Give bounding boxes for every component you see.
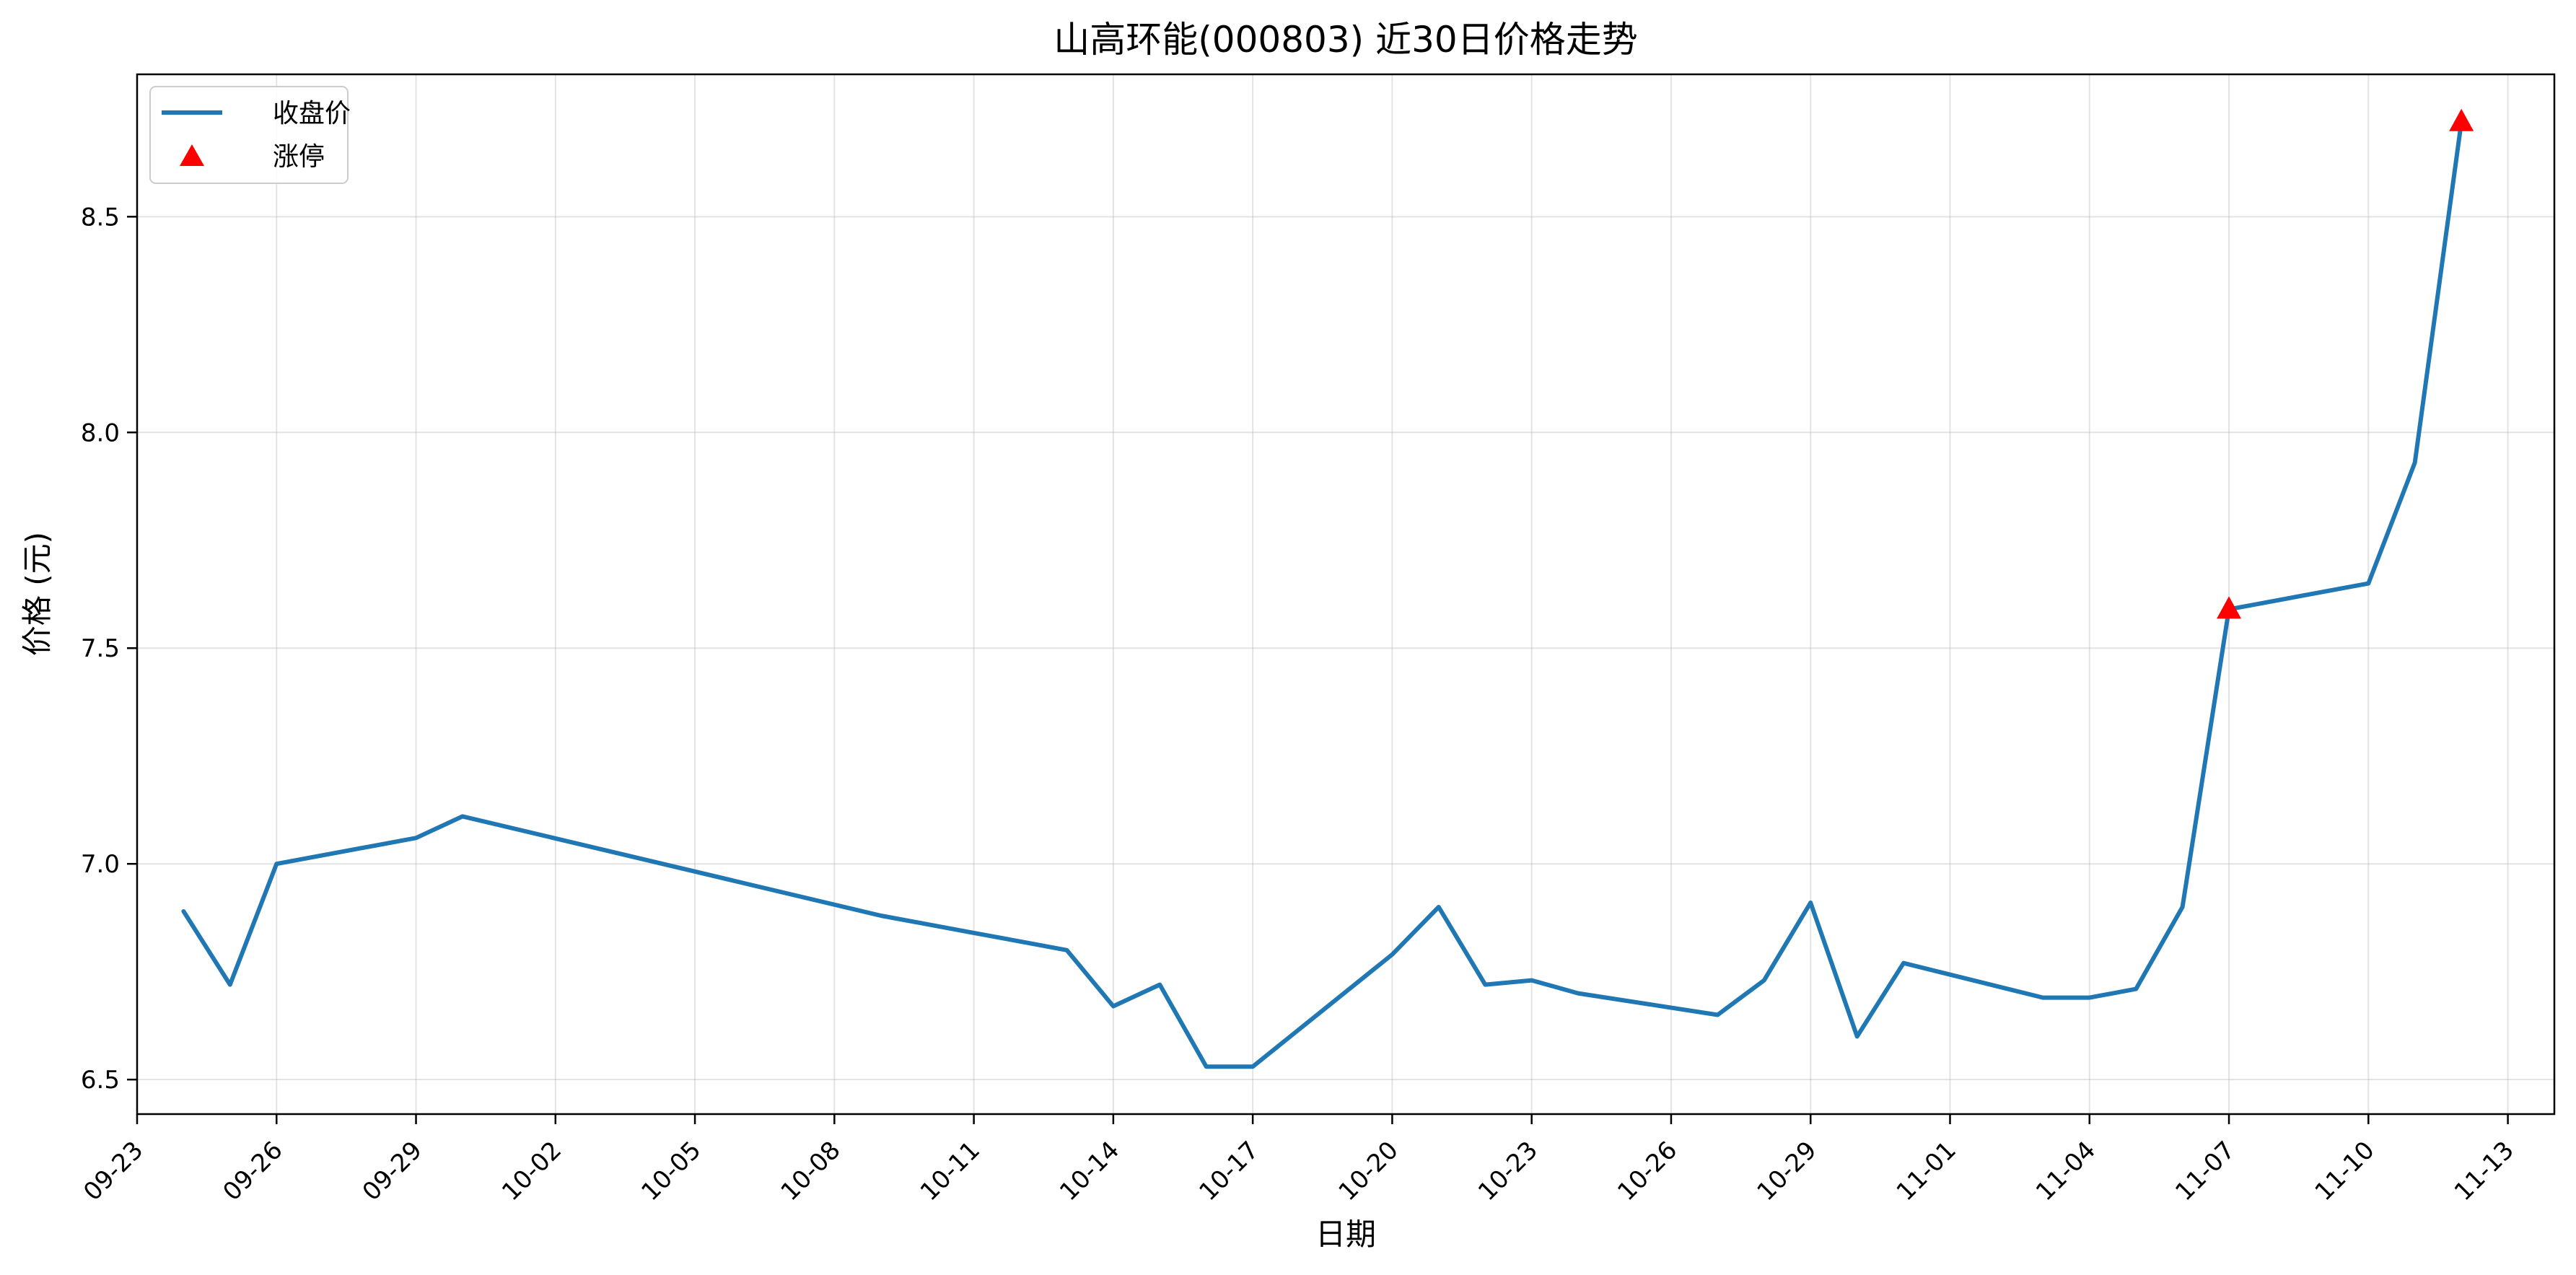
y-tick-label: 7.0 xyxy=(81,850,120,879)
limit-up-marker xyxy=(2449,108,2474,131)
x-tick-label: 11-01 xyxy=(1891,1136,1962,1206)
x-axis-label: 日期 xyxy=(1315,1217,1376,1252)
legend: 收盘价 涨停 xyxy=(149,86,351,184)
x-axis: 09-23 09-26 09-29 10-02 10-05 10-08 10-11 10-14… xyxy=(78,1114,2520,1206)
x-tick-label: 10-08 xyxy=(776,1136,846,1206)
legend-marker-swatch xyxy=(180,144,204,166)
x-tick-label: 11-13 xyxy=(2449,1136,2520,1206)
y-axis-label: 价格 (元) xyxy=(19,532,55,656)
legend-label-close: 收盘价 xyxy=(273,99,351,128)
limit-up-markers xyxy=(2217,108,2474,619)
x-tick-label: 10-02 xyxy=(496,1136,567,1206)
x-tick-label: 11-10 xyxy=(2310,1136,2380,1206)
y-tick-label: 7.5 xyxy=(81,634,120,663)
x-tick-label: 11-04 xyxy=(2030,1136,2101,1206)
x-tick-label: 10-26 xyxy=(1612,1136,1683,1206)
x-tick-label: 10-20 xyxy=(1333,1136,1404,1206)
x-tick-label: 10-23 xyxy=(1473,1136,1543,1206)
close-price-line xyxy=(181,119,2464,1069)
series-layer xyxy=(181,119,2464,1069)
chart-title: 山高环能(000803) 近30日价格走势 xyxy=(1053,19,1637,61)
x-tick-label: 09-26 xyxy=(217,1136,288,1206)
plot-frame xyxy=(136,73,2556,1116)
y-tick-label: 8.5 xyxy=(81,203,120,232)
x-tick-label: 09-23 xyxy=(78,1136,149,1206)
legend-label-limit-up: 涨停 xyxy=(273,142,325,172)
x-tick-label: 10-14 xyxy=(1054,1136,1125,1206)
grid-layer xyxy=(136,74,2554,1114)
y-tick-label: 8.0 xyxy=(81,419,120,447)
limit-up-marker xyxy=(2217,596,2242,619)
x-tick-label: 11-07 xyxy=(2170,1136,2240,1206)
x-tick-label: 09-29 xyxy=(357,1136,428,1206)
x-tick-label: 10-29 xyxy=(1751,1136,1822,1206)
x-tick-label: 10-05 xyxy=(636,1136,706,1206)
y-tick-label: 6.5 xyxy=(81,1066,120,1095)
y-axis: 6.5 7.0 7.5 8.0 8.5 xyxy=(81,203,137,1095)
x-tick-label: 10-11 xyxy=(915,1136,986,1206)
x-tick-label: 10-17 xyxy=(1193,1136,1264,1206)
